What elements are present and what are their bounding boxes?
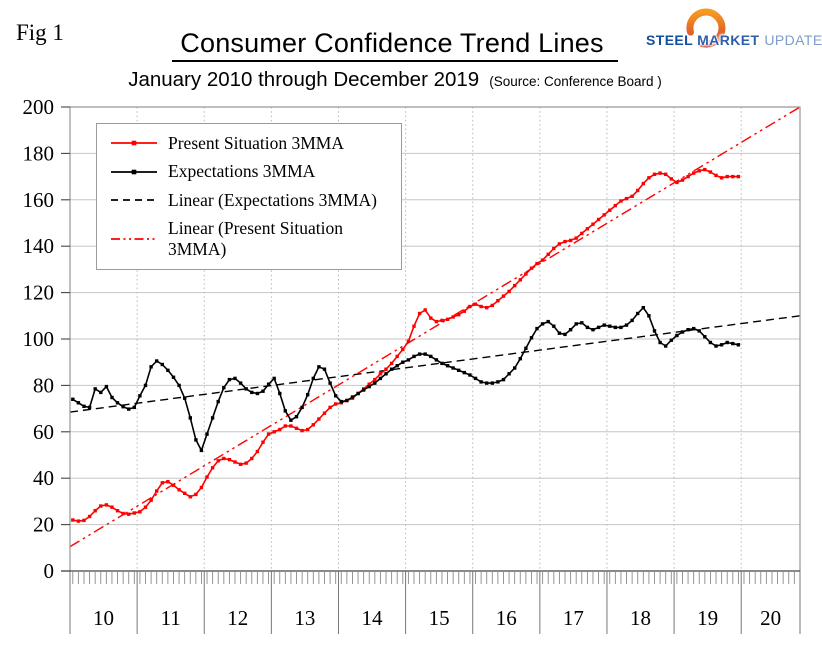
x-tick-label: 14 (362, 606, 384, 630)
y-tick-label: 140 (23, 234, 55, 258)
series-present-situation (71, 167, 741, 523)
y-tick-label: 120 (23, 281, 55, 305)
chart-header: Consumer Confidence Trend Lines January … (0, 28, 790, 92)
y-tick-label: 20 (33, 513, 54, 537)
x-tick-label: 18 (630, 606, 651, 630)
legend-sample-line (111, 169, 157, 175)
legend-item: Present Situation 3MMA (97, 133, 401, 154)
x-tick-label: 13 (294, 606, 315, 630)
x-tick-label: 19 (697, 606, 718, 630)
chart-legend: Present Situation 3MMA Expectations 3MMA L… (96, 123, 402, 270)
trendline-expectations (69, 315, 801, 413)
x-axis-labels: 10 11 12 13 14 15 16 17 18 19 20 (93, 606, 781, 630)
y-tick-label: 60 (33, 420, 54, 444)
source-note: (Source: Conference Board ) (489, 74, 662, 89)
logo-word-steel: STEEL (646, 32, 694, 48)
legend-item: Expectations 3MMA (97, 161, 401, 182)
logo-word-update: UPDATE (764, 32, 822, 48)
x-tick-label: 17 (563, 606, 584, 630)
figure-label: Fig 1 (16, 20, 64, 45)
legend-item: Linear (Expectations 3MMA) (97, 190, 401, 211)
logo-text: STEEL MARKET UPDATE (646, 32, 822, 50)
y-tick-label: 0 (44, 559, 55, 583)
x-tick-label: 20 (760, 606, 781, 630)
y-tick-label: 100 (23, 327, 55, 351)
y-tick-label: 40 (33, 466, 54, 490)
y-tick-label: 180 (23, 141, 55, 165)
x-minor-ticks (72, 571, 795, 584)
y-tick-label: 80 (33, 373, 54, 397)
legend-sample-line (111, 140, 157, 146)
y-tick-label: 200 (23, 95, 55, 119)
x-year-separators (69, 571, 801, 634)
series-expectations (71, 306, 741, 453)
x-tick-label: 16 (496, 606, 517, 630)
steel-market-update-logo: STEEL MARKET UPDATE (644, 8, 822, 58)
logo-word-market: MARKET (697, 32, 760, 48)
legend-label: Expectations 3MMA (168, 161, 316, 182)
legend-label: Linear (Present Situation 3MMA) (168, 218, 343, 260)
chart-subtitle: January 2010 through December 2019 (128, 68, 480, 91)
legend-item: Linear (Present Situation 3MMA) (97, 218, 401, 260)
legend-sample-line (111, 238, 157, 241)
x-tick-label: 11 (161, 606, 181, 630)
chart-title: Consumer Confidence Trend Lines (172, 28, 618, 62)
legend-label: Linear (Expectations 3MMA) (168, 189, 377, 210)
trendline-present-situation (69, 106, 801, 548)
x-tick-label: 10 (93, 606, 114, 630)
legend-label: Present Situation 3MMA (168, 132, 344, 153)
y-tick-label: 160 (23, 188, 55, 212)
x-tick-label: 12 (227, 606, 248, 630)
y-axis-labels: 0 20 40 60 80 100 120 140 160 180 200 (23, 95, 70, 583)
x-tick-label: 15 (429, 606, 450, 630)
legend-sample-line (111, 199, 157, 202)
logo-swoosh-icon (686, 8, 726, 48)
